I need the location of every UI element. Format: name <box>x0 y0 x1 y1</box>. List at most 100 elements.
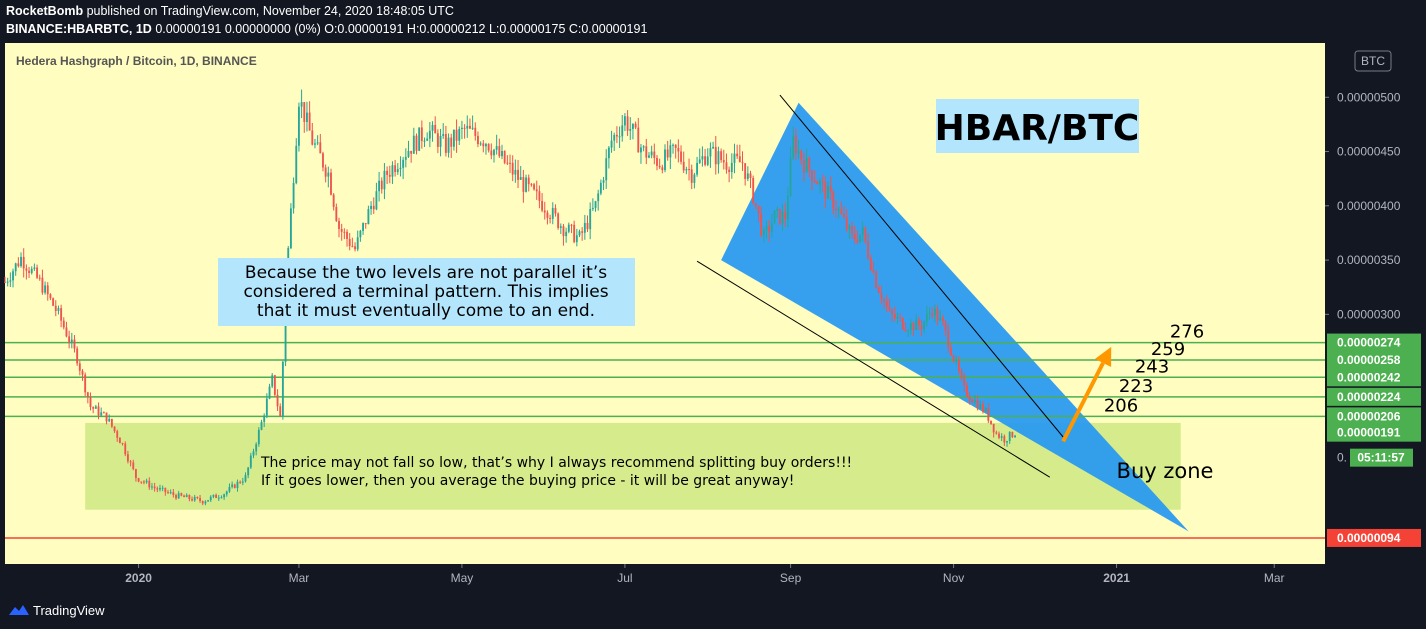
candle-body <box>811 170 813 181</box>
candle-body <box>786 195 789 220</box>
candle-body <box>62 320 65 328</box>
candle-body <box>260 421 263 430</box>
candle-body <box>546 212 549 218</box>
price-tag-label: 0.00000224 <box>1337 390 1401 404</box>
candle-body <box>957 360 960 372</box>
candle-body <box>861 227 864 235</box>
candle-body <box>431 124 434 131</box>
candle-body <box>808 157 811 171</box>
candle-body <box>677 147 680 152</box>
candle-body <box>60 308 63 321</box>
candle-body <box>837 208 840 211</box>
candle-body <box>821 180 824 182</box>
candle-body <box>762 230 765 236</box>
candle-body <box>311 130 314 145</box>
price-tag-label: 0.00000274 <box>1337 336 1401 350</box>
candle-body <box>867 241 870 258</box>
candle-body <box>279 406 282 417</box>
candle-body <box>693 174 696 183</box>
price-tag-box <box>1327 387 1421 406</box>
candle-body <box>567 224 570 232</box>
candle-body <box>613 134 616 141</box>
candle-body <box>436 133 439 147</box>
candle-body <box>113 426 116 432</box>
candle-body <box>386 170 389 175</box>
candle-body <box>853 233 856 240</box>
candle-body <box>789 157 792 196</box>
candle-body <box>57 308 60 311</box>
chart-title: Hedera Hashgraph / Bitcoin, 1D, BINANCE <box>16 54 257 68</box>
symbol-ohlc-line: BINANCE:HBARBTC, 1D 0.00000191 0.0000000… <box>6 22 647 36</box>
candle-body <box>819 180 821 185</box>
candle-body <box>966 385 968 397</box>
candle-body <box>597 193 600 202</box>
candle-body <box>110 418 113 427</box>
candle-body <box>292 183 295 209</box>
candle-body <box>880 292 883 300</box>
candle-body <box>68 336 71 343</box>
candle-body <box>974 400 976 403</box>
candle-body <box>685 168 688 171</box>
tradingview-logo-icon <box>9 605 29 615</box>
candle-body <box>551 207 554 219</box>
candle-body <box>634 123 637 128</box>
upper-trendline <box>779 94 1064 438</box>
candle-body <box>314 143 316 145</box>
x-tick-label: Sep <box>780 571 802 585</box>
candle-body <box>599 182 602 194</box>
buy-zone-note-line: If it goes lower, then you average the b… <box>261 473 794 489</box>
candle-body <box>976 400 979 409</box>
candle-body <box>118 437 121 444</box>
chart-canvas[interactable]: Hedera Hashgraph / Bitcoin, 1D, BINANCE H… <box>0 0 1426 594</box>
candle-body <box>33 267 36 269</box>
candle-body <box>319 142 322 154</box>
candle-body <box>129 461 132 463</box>
candle-body <box>746 173 749 179</box>
candle-body <box>28 270 30 274</box>
candle-body <box>645 146 648 158</box>
candle-body <box>623 116 626 126</box>
candle-body <box>102 412 105 414</box>
countdown-partial: 0. <box>1337 451 1347 465</box>
candle-body <box>925 313 928 322</box>
candle-body <box>893 314 896 319</box>
candle-body <box>511 162 514 175</box>
symbol-line: BINANCE:HBARBTC, 1D <box>6 22 152 36</box>
buy-zone-label: Buy zone <box>1117 459 1214 483</box>
candle-body <box>209 496 212 501</box>
candle-body <box>97 406 100 416</box>
candle-body <box>367 209 370 225</box>
candle-body <box>733 153 736 163</box>
candle-body <box>519 177 522 180</box>
candle-body <box>402 159 405 168</box>
candle-body <box>741 162 744 164</box>
candle-body <box>156 488 159 490</box>
level-label: 206 <box>1104 395 1138 416</box>
candle-body <box>215 494 218 498</box>
candle-body <box>514 169 517 175</box>
candle-body <box>709 148 712 157</box>
candle-body <box>778 208 781 224</box>
candle-body <box>330 172 332 195</box>
chart-header: RocketBomb published on TradingView.com,… <box>0 0 1426 42</box>
candle-body <box>827 185 829 199</box>
candle-body <box>257 429 260 445</box>
candle-body <box>217 497 220 499</box>
candle-body <box>712 146 715 149</box>
candle-body <box>607 147 610 159</box>
candle-body <box>439 136 442 147</box>
candle-body <box>236 481 239 488</box>
candle-body <box>682 161 685 171</box>
candle-body <box>570 224 573 226</box>
candle-body <box>632 123 634 129</box>
candle-body <box>1003 436 1006 443</box>
candle-body <box>557 213 560 228</box>
candle-body <box>175 495 177 499</box>
candle-body <box>848 225 851 230</box>
candle-body <box>944 321 947 331</box>
symbol-label-box <box>936 99 1139 153</box>
candle-body <box>498 146 501 157</box>
candle-body <box>794 135 797 154</box>
y-tick-label: 0.00000350 <box>1337 253 1401 267</box>
candle-body <box>199 498 201 501</box>
